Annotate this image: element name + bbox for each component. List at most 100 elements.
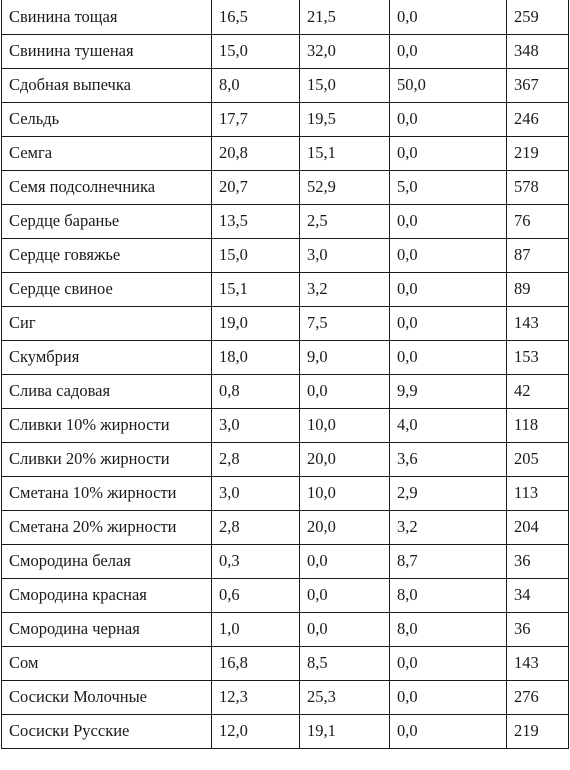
carbohydrate-cell: 9,9 xyxy=(389,373,507,409)
protein-cell: 19,0 xyxy=(211,305,300,341)
protein-cell: 12,0 xyxy=(211,713,300,749)
table-row: Сельдь 17,7 19,5 0,0 246 xyxy=(1,101,569,137)
product-name-cell: Сметана 10% жирности xyxy=(1,475,212,511)
fat-cell: 7,5 xyxy=(299,305,390,341)
product-name-cell: Смородина белая xyxy=(1,543,212,579)
fat-cell: 3,2 xyxy=(299,271,390,307)
calories-cell: 143 xyxy=(506,305,569,341)
protein-cell: 0,3 xyxy=(211,543,300,579)
fat-cell: 2,5 xyxy=(299,203,390,239)
calories-cell: 153 xyxy=(506,339,569,375)
product-name-cell: Сливки 20% жирности xyxy=(1,441,212,477)
calories-cell: 578 xyxy=(506,169,569,205)
fat-cell: 10,0 xyxy=(299,407,390,443)
product-name-cell: Свинина тушеная xyxy=(1,33,212,69)
fat-cell: 32,0 xyxy=(299,33,390,69)
product-name-cell: Сельдь xyxy=(1,101,212,137)
calories-cell: 42 xyxy=(506,373,569,409)
table-row: Слива садовая 0,8 0,0 9,9 42 xyxy=(1,373,569,409)
table-row: Сосиски Молочные 12,3 25,3 0,0 276 xyxy=(1,679,569,715)
carbohydrate-cell: 0,0 xyxy=(389,679,507,715)
product-name-cell: Сиг xyxy=(1,305,212,341)
protein-cell: 15,0 xyxy=(211,237,300,273)
product-name-cell: Свинина тощая xyxy=(1,0,212,35)
fat-cell: 8,5 xyxy=(299,645,390,681)
calories-cell: 367 xyxy=(506,67,569,103)
fat-cell: 0,0 xyxy=(299,611,390,647)
table-row: Смородина красная 0,6 0,0 8,0 34 xyxy=(1,577,569,613)
table-row: Сливки 20% жирности 2,8 20,0 3,6 205 xyxy=(1,441,569,477)
calories-cell: 87 xyxy=(506,237,569,273)
product-name-cell: Семга xyxy=(1,135,212,171)
calories-cell: 219 xyxy=(506,713,569,749)
table-row: Смородина белая 0,3 0,0 8,7 36 xyxy=(1,543,569,579)
calories-cell: 34 xyxy=(506,577,569,613)
product-name-cell: Смородина черная xyxy=(1,611,212,647)
carbohydrate-cell: 0,0 xyxy=(389,339,507,375)
calories-cell: 118 xyxy=(506,407,569,443)
calories-cell: 113 xyxy=(506,475,569,511)
table-row: Семга 20,8 15,1 0,0 219 xyxy=(1,135,569,171)
table-row: Семя подсолнечника 20,7 52,9 5,0 578 xyxy=(1,169,569,205)
carbohydrate-cell: 0,0 xyxy=(389,645,507,681)
nutrition-table: Свинина тощая 16,5 21,5 0,0 259 Свинина тушен… xyxy=(1,0,569,749)
table-row: Смородина черная 1,0 0,0 8,0 36 xyxy=(1,611,569,647)
carbohydrate-cell: 0,0 xyxy=(389,101,507,137)
carbohydrate-cell: 8,7 xyxy=(389,543,507,579)
protein-cell: 8,0 xyxy=(211,67,300,103)
table-row: Свинина тощая 16,5 21,5 0,0 259 xyxy=(1,0,569,35)
calories-cell: 36 xyxy=(506,543,569,579)
protein-cell: 2,8 xyxy=(211,441,300,477)
protein-cell: 1,0 xyxy=(211,611,300,647)
product-name-cell: Сом xyxy=(1,645,212,681)
table-row: Сердце баранье 13,5 2,5 0,0 76 xyxy=(1,203,569,239)
calories-cell: 36 xyxy=(506,611,569,647)
protein-cell: 0,6 xyxy=(211,577,300,613)
protein-cell: 3,0 xyxy=(211,475,300,511)
fat-cell: 10,0 xyxy=(299,475,390,511)
table-row: Сдобная выпечка 8,0 15,0 50,0 367 xyxy=(1,67,569,103)
product-name-cell: Сердце говяжье xyxy=(1,237,212,273)
product-name-cell: Сливки 10% жирности xyxy=(1,407,212,443)
protein-cell: 12,3 xyxy=(211,679,300,715)
fat-cell: 0,0 xyxy=(299,543,390,579)
fat-cell: 15,1 xyxy=(299,135,390,171)
carbohydrate-cell: 0,0 xyxy=(389,237,507,273)
fat-cell: 15,0 xyxy=(299,67,390,103)
fat-cell: 25,3 xyxy=(299,679,390,715)
product-name-cell: Смородина красная xyxy=(1,577,212,613)
calories-cell: 143 xyxy=(506,645,569,681)
product-name-cell: Семя подсолнечника xyxy=(1,169,212,205)
table-row: Свинина тушеная 15,0 32,0 0,0 348 xyxy=(1,33,569,69)
protein-cell: 13,5 xyxy=(211,203,300,239)
table-row: Сметана 20% жирности 2,8 20,0 3,2 204 xyxy=(1,509,569,545)
protein-cell: 15,1 xyxy=(211,271,300,307)
fat-cell: 20,0 xyxy=(299,441,390,477)
carbohydrate-cell: 0,0 xyxy=(389,305,507,341)
product-name-cell: Сдобная выпечка xyxy=(1,67,212,103)
calories-cell: 259 xyxy=(506,0,569,35)
table-body: Свинина тощая 16,5 21,5 0,0 259 Свинина тушен… xyxy=(1,0,569,749)
table-row: Скумбрия 18,0 9,0 0,0 153 xyxy=(1,339,569,375)
carbohydrate-cell: 3,6 xyxy=(389,441,507,477)
carbohydrate-cell: 0,0 xyxy=(389,271,507,307)
product-name-cell: Скумбрия xyxy=(1,339,212,375)
calories-cell: 204 xyxy=(506,509,569,545)
product-name-cell: Сердце баранье xyxy=(1,203,212,239)
fat-cell: 21,5 xyxy=(299,0,390,35)
protein-cell: 16,5 xyxy=(211,0,300,35)
fat-cell: 52,9 xyxy=(299,169,390,205)
calories-cell: 89 xyxy=(506,271,569,307)
table-row: Сердце говяжье 15,0 3,0 0,0 87 xyxy=(1,237,569,273)
carbohydrate-cell: 0,0 xyxy=(389,135,507,171)
table-row: Сердце свиное 15,1 3,2 0,0 89 xyxy=(1,271,569,307)
carbohydrate-cell: 8,0 xyxy=(389,611,507,647)
calories-cell: 276 xyxy=(506,679,569,715)
protein-cell: 17,7 xyxy=(211,101,300,137)
calories-cell: 219 xyxy=(506,135,569,171)
table-row: Сом 16,8 8,5 0,0 143 xyxy=(1,645,569,681)
fat-cell: 19,5 xyxy=(299,101,390,137)
protein-cell: 2,8 xyxy=(211,509,300,545)
fat-cell: 3,0 xyxy=(299,237,390,273)
calories-cell: 76 xyxy=(506,203,569,239)
